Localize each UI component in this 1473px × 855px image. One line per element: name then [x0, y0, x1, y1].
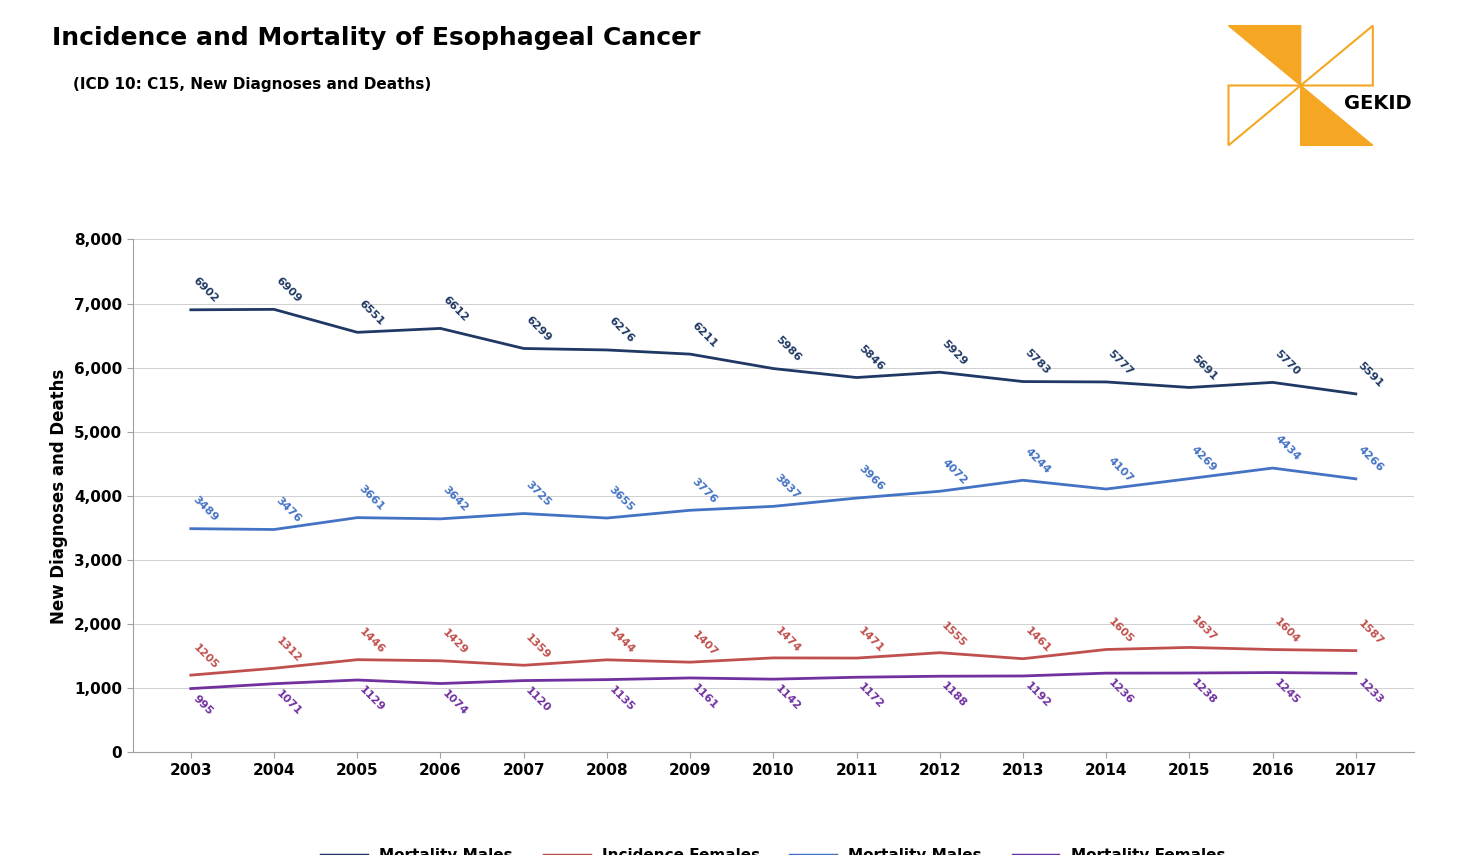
Text: 4266: 4266: [1355, 445, 1385, 474]
Text: 1120: 1120: [524, 685, 552, 714]
Text: 1605: 1605: [1106, 616, 1136, 646]
Text: 6902: 6902: [191, 275, 219, 304]
Text: 6551: 6551: [358, 298, 386, 327]
Text: 1444: 1444: [607, 627, 636, 656]
Text: 1071: 1071: [274, 688, 303, 717]
Text: 1135: 1135: [607, 684, 636, 713]
Text: 1407: 1407: [691, 629, 719, 658]
Text: 4244: 4244: [1022, 445, 1052, 475]
Text: 1188: 1188: [940, 681, 969, 710]
Text: 6299: 6299: [524, 314, 552, 344]
Text: 5591: 5591: [1355, 360, 1385, 389]
Text: 3725: 3725: [524, 480, 552, 509]
Text: 5846: 5846: [856, 344, 885, 373]
Text: 1142: 1142: [773, 684, 803, 713]
Text: 6909: 6909: [274, 275, 303, 304]
Text: 4107: 4107: [1106, 455, 1136, 484]
Text: 1359: 1359: [524, 633, 552, 662]
Polygon shape: [1301, 26, 1373, 86]
Polygon shape: [1301, 86, 1373, 145]
Text: 3476: 3476: [274, 495, 303, 524]
Text: 1312: 1312: [274, 635, 303, 664]
Text: 5770: 5770: [1273, 349, 1302, 377]
Text: 1236: 1236: [1106, 678, 1136, 706]
Text: 1637: 1637: [1189, 615, 1218, 644]
Text: 1233: 1233: [1355, 678, 1385, 706]
Text: 1172: 1172: [856, 681, 885, 711]
Text: 3489: 3489: [191, 494, 219, 523]
Text: 1161: 1161: [691, 682, 719, 711]
Text: 6276: 6276: [607, 315, 636, 345]
Text: Incidence and Mortality of Esophageal Cancer: Incidence and Mortality of Esophageal Ca…: [52, 26, 700, 50]
Text: 1074: 1074: [440, 688, 470, 717]
Legend: Mortality Males, Incidence Females, Mortality Males, Mortality Females: Mortality Males, Incidence Females, Mort…: [315, 842, 1231, 855]
Text: 1129: 1129: [358, 685, 386, 714]
Text: 5783: 5783: [1022, 348, 1052, 376]
Text: 1238: 1238: [1189, 677, 1218, 706]
Text: 1555: 1555: [940, 620, 968, 649]
Text: 1192: 1192: [1022, 681, 1052, 710]
Polygon shape: [1228, 26, 1301, 86]
Text: 3776: 3776: [691, 476, 719, 505]
Text: 1446: 1446: [358, 627, 386, 656]
Text: 1604: 1604: [1273, 616, 1302, 646]
Text: 5777: 5777: [1106, 348, 1136, 377]
Text: 1474: 1474: [773, 625, 803, 654]
Text: 6612: 6612: [440, 294, 470, 323]
Polygon shape: [1228, 86, 1301, 145]
Text: 1429: 1429: [440, 628, 470, 657]
Text: 1245: 1245: [1273, 677, 1302, 706]
Text: 5691: 5691: [1189, 353, 1218, 382]
Text: 5986: 5986: [773, 334, 803, 363]
Text: 4434: 4434: [1273, 433, 1302, 463]
Text: 1205: 1205: [191, 642, 219, 671]
Text: 4072: 4072: [940, 457, 969, 486]
Text: (ICD 10: C15, New Diagnoses and Deaths): (ICD 10: C15, New Diagnoses and Deaths): [52, 77, 430, 92]
Text: GEKID: GEKID: [1343, 94, 1411, 113]
Text: 3642: 3642: [440, 485, 470, 514]
Text: 3837: 3837: [773, 473, 803, 501]
Text: 3661: 3661: [358, 483, 386, 512]
Text: 4269: 4269: [1189, 445, 1218, 474]
Text: 3655: 3655: [607, 484, 636, 513]
Text: 3966: 3966: [856, 463, 885, 493]
Text: 1461: 1461: [1022, 626, 1052, 655]
Text: 995: 995: [191, 693, 215, 716]
Text: 5929: 5929: [940, 338, 969, 367]
Text: 1587: 1587: [1355, 618, 1385, 646]
Text: 6211: 6211: [691, 320, 719, 349]
Text: 1471: 1471: [856, 625, 885, 654]
Y-axis label: New Diagnoses and Deaths: New Diagnoses and Deaths: [50, 369, 68, 623]
